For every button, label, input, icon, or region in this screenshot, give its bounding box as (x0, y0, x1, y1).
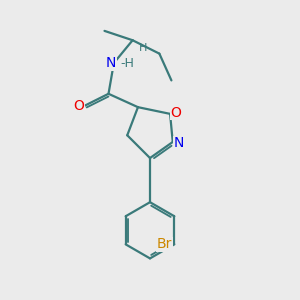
Text: H: H (139, 43, 147, 53)
Text: N: N (106, 56, 116, 70)
Text: O: O (170, 106, 182, 119)
Text: -H: -H (121, 56, 134, 70)
Text: Br: Br (157, 237, 172, 251)
Text: N: N (173, 136, 184, 150)
Text: O: O (74, 99, 85, 113)
